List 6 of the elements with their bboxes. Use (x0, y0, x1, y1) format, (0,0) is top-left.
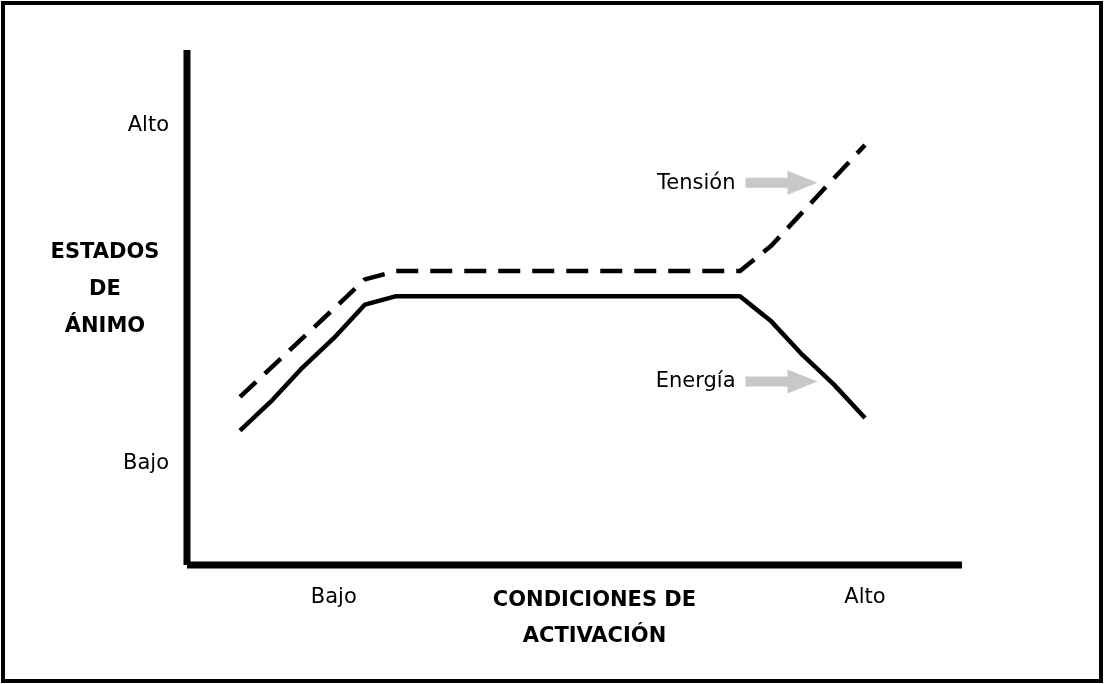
text: Bajo (123, 450, 169, 474)
x-axis-title: CONDICIONES DE ACTIVACIÓN (492, 587, 697, 647)
y-axis-title: ESTADOS DE ÁNIMO (50, 239, 160, 337)
text: Alto (127, 112, 169, 136)
text: Tensión (656, 169, 736, 194)
text: Energía (655, 368, 736, 393)
